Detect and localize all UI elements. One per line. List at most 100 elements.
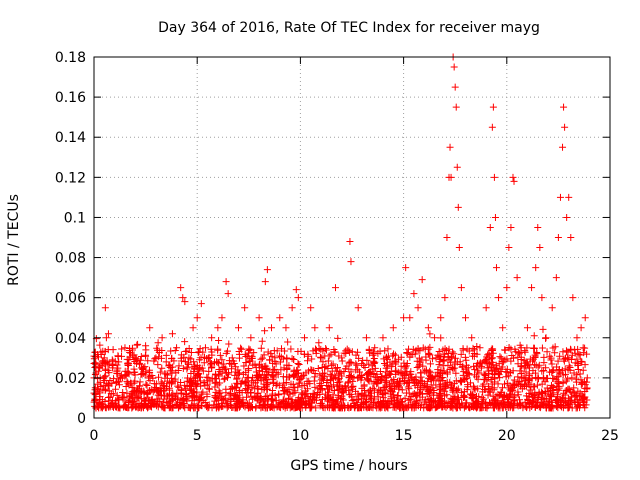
data-point [212,378,220,386]
data-point [123,377,131,385]
data-point [492,401,500,409]
data-point [152,354,160,362]
data-point [497,354,505,362]
data-point [295,360,303,368]
data-point [191,373,199,381]
data-point [441,392,449,400]
data-point [133,386,141,394]
data-point [410,290,418,298]
data-point [356,372,364,380]
data-point [268,324,276,332]
data-point [154,339,162,347]
data-point [539,325,547,333]
data-point [563,213,571,221]
data-point [144,357,152,365]
data-point [187,389,195,397]
data-point [347,258,355,266]
data-point [488,345,496,353]
data-point [285,394,293,402]
data-point [213,358,221,366]
data-point [237,344,245,352]
data-point [531,354,539,362]
data-point [534,394,542,402]
data-point [566,388,574,396]
data-point [183,363,191,371]
data-point [223,369,231,377]
data-point [583,384,591,392]
data-point [222,278,230,286]
data-point [218,395,226,403]
data-point [323,392,331,400]
data-point [443,346,451,354]
data-point [102,334,110,342]
data-point [147,396,155,404]
data-point [290,372,298,380]
data-point [496,374,504,382]
data-point [91,391,99,399]
data-point [173,389,181,397]
data-point [444,353,452,361]
data-point [571,398,579,406]
y-tick-label: 0.18 [55,50,86,66]
data-point [216,351,224,359]
data-point [101,304,109,312]
data-point [269,368,277,376]
data-point [125,381,133,389]
data-point [404,379,412,387]
data-point [208,404,216,412]
data-point [551,349,559,357]
data-point [434,366,442,374]
data-point [533,381,541,389]
data-point [170,357,178,365]
y-tick-label: 0.16 [55,90,86,106]
data-point [263,266,271,274]
data-point [495,360,503,368]
data-point [337,402,345,410]
data-point [506,390,514,398]
data-point [337,369,345,377]
data-point [517,370,525,378]
data-point [301,334,309,342]
data-point [491,213,499,221]
data-point [181,358,189,366]
data-point [329,395,337,403]
data-point [242,358,250,366]
data-point [582,401,590,409]
data-point [354,348,362,356]
y-axis-label: ROTI / TECUs [6,194,22,286]
data-point [324,357,332,365]
data-point [294,347,302,355]
data-point [470,382,478,390]
data-point [396,369,404,377]
data-point [385,399,393,407]
data-point [499,384,507,392]
data-point [364,375,372,383]
data-point [294,294,302,302]
data-point [514,391,522,399]
data-point [546,390,554,398]
data-point [113,391,121,399]
data-point [434,402,442,410]
data-point [276,358,284,366]
data-point [338,357,346,365]
data-point [470,371,478,379]
data-point [280,397,288,405]
data-point [528,284,536,292]
data-point [235,354,243,362]
data-point [319,358,327,366]
data-point [466,404,474,412]
data-point [568,396,576,404]
data-point [257,355,265,363]
data-point [571,349,579,357]
data-point [443,378,451,386]
data-point [568,374,576,382]
data-point [510,354,518,362]
data-point [355,354,363,362]
data-point [416,358,424,366]
data-point [523,324,531,332]
data-point [196,345,204,353]
data-point [228,354,236,362]
data-point [414,345,422,353]
data-point [495,371,503,379]
data-point [468,391,476,399]
